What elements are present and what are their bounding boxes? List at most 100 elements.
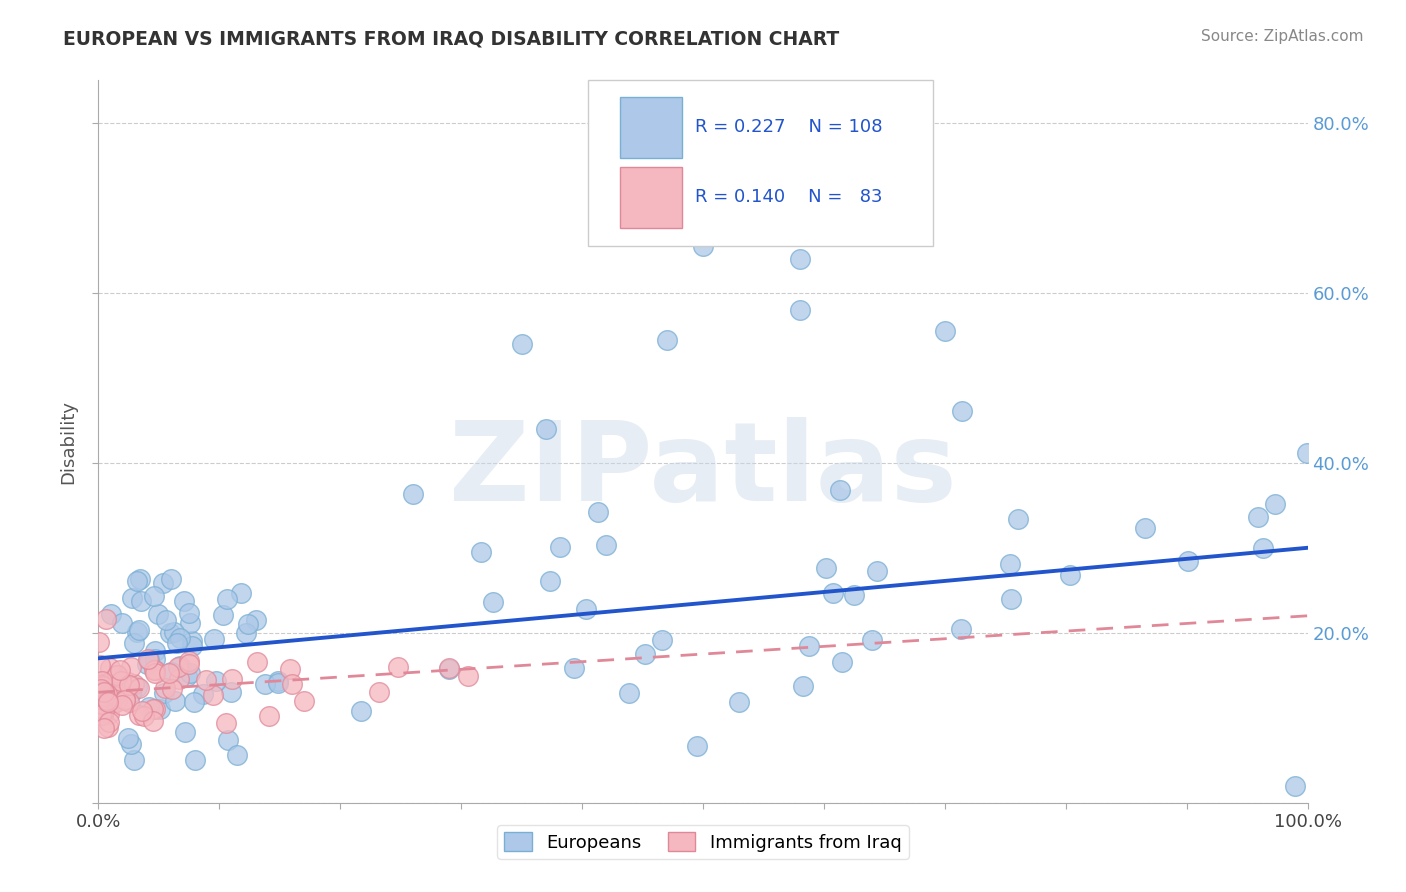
Europeans xyxy=(1284,779,1306,793)
Immigrants from Iraq xyxy=(96,687,118,701)
Europeans xyxy=(180,639,202,653)
Europeans xyxy=(143,652,166,666)
Europeans xyxy=(437,662,460,676)
Text: R = 0.140    N =   83: R = 0.140 N = 83 xyxy=(695,188,882,206)
Immigrants from Iraq xyxy=(107,693,129,707)
FancyBboxPatch shape xyxy=(620,167,682,227)
Europeans xyxy=(155,613,177,627)
Europeans xyxy=(107,680,129,694)
Immigrants from Iraq xyxy=(136,652,159,666)
Immigrants from Iraq xyxy=(110,673,132,688)
Immigrants from Iraq xyxy=(97,695,120,709)
Europeans xyxy=(828,483,851,497)
Europeans xyxy=(837,171,859,186)
Europeans xyxy=(166,635,188,649)
Immigrants from Iraq xyxy=(142,702,165,716)
Immigrants from Iraq xyxy=(131,705,153,719)
Europeans xyxy=(238,617,260,632)
Europeans xyxy=(173,594,195,608)
Europeans xyxy=(831,655,853,669)
Immigrants from Iraq xyxy=(87,691,110,706)
Europeans xyxy=(866,564,889,578)
Europeans xyxy=(143,589,166,603)
Europeans xyxy=(169,659,191,673)
Immigrants from Iraq xyxy=(105,667,128,681)
Europeans xyxy=(205,674,228,689)
Europeans xyxy=(160,572,183,586)
Immigrants from Iraq xyxy=(124,677,146,691)
Immigrants from Iraq xyxy=(93,684,115,698)
Europeans xyxy=(121,591,143,605)
Europeans xyxy=(842,588,865,602)
Immigrants from Iraq xyxy=(87,681,110,695)
Immigrants from Iraq xyxy=(292,694,315,708)
Europeans xyxy=(1177,554,1199,568)
Immigrants from Iraq xyxy=(94,612,117,626)
Immigrants from Iraq xyxy=(195,673,218,687)
Immigrants from Iraq xyxy=(89,658,111,673)
Europeans xyxy=(254,677,277,691)
Immigrants from Iraq xyxy=(278,662,301,676)
Immigrants from Iraq xyxy=(202,688,225,702)
Immigrants from Iraq xyxy=(179,654,201,668)
Immigrants from Iraq xyxy=(215,716,238,731)
Europeans xyxy=(120,686,142,700)
Europeans xyxy=(225,747,247,762)
Immigrants from Iraq xyxy=(246,656,269,670)
Immigrants from Iraq xyxy=(143,663,166,677)
Immigrants from Iraq xyxy=(93,694,115,708)
Europeans xyxy=(136,657,159,672)
Immigrants from Iraq xyxy=(118,695,141,709)
Europeans xyxy=(789,252,811,266)
Immigrants from Iraq xyxy=(179,657,201,671)
Europeans xyxy=(235,626,257,640)
Europeans xyxy=(534,422,557,436)
Europeans xyxy=(163,694,186,708)
Europeans xyxy=(1135,521,1157,535)
Legend: Europeans, Immigrants from Iraq: Europeans, Immigrants from Iraq xyxy=(498,825,908,859)
Europeans xyxy=(129,594,152,608)
Immigrants from Iraq xyxy=(103,684,125,698)
Immigrants from Iraq xyxy=(368,684,391,698)
Europeans xyxy=(143,644,166,658)
Europeans xyxy=(814,561,837,575)
Europeans xyxy=(950,622,973,636)
Europeans xyxy=(1000,557,1022,571)
Europeans xyxy=(105,681,128,695)
Europeans xyxy=(595,538,617,552)
Immigrants from Iraq xyxy=(93,690,115,704)
Immigrants from Iraq xyxy=(143,665,166,680)
Europeans xyxy=(160,665,183,680)
Europeans xyxy=(586,505,609,519)
Europeans xyxy=(183,695,205,709)
Europeans xyxy=(127,574,149,588)
Immigrants from Iraq xyxy=(117,675,139,690)
Immigrants from Iraq xyxy=(98,661,121,675)
Europeans xyxy=(245,613,267,627)
Immigrants from Iraq xyxy=(110,664,132,678)
Immigrants from Iraq xyxy=(90,697,112,711)
Immigrants from Iraq xyxy=(93,703,115,717)
Europeans xyxy=(950,404,973,418)
Immigrants from Iraq xyxy=(153,681,176,695)
Europeans xyxy=(1295,445,1317,459)
FancyBboxPatch shape xyxy=(588,80,932,246)
Europeans xyxy=(789,302,811,317)
Europeans xyxy=(1007,512,1029,526)
Immigrants from Iraq xyxy=(90,673,112,688)
Europeans xyxy=(179,616,201,631)
Europeans xyxy=(1059,568,1081,582)
Europeans xyxy=(152,576,174,591)
Immigrants from Iraq xyxy=(157,666,180,681)
Text: R = 0.227    N = 108: R = 0.227 N = 108 xyxy=(695,119,882,136)
Immigrants from Iraq xyxy=(93,677,115,691)
Immigrants from Iraq xyxy=(90,707,112,722)
Immigrants from Iraq xyxy=(111,698,134,712)
Immigrants from Iraq xyxy=(91,679,114,693)
Europeans xyxy=(159,625,181,640)
Immigrants from Iraq xyxy=(114,691,136,706)
FancyBboxPatch shape xyxy=(620,97,682,158)
Europeans xyxy=(634,647,657,661)
Europeans xyxy=(219,685,242,699)
Europeans xyxy=(184,753,207,767)
